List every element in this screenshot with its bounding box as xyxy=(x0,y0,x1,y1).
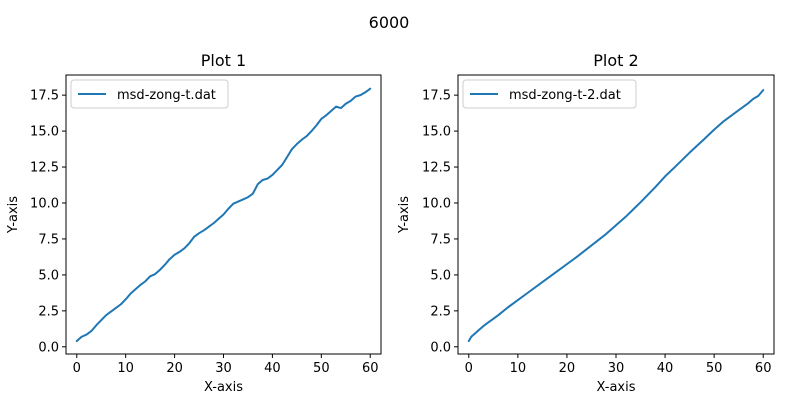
plot-2-x-tick-label: 50 xyxy=(706,361,723,376)
plot-1-series-line xyxy=(75,87,372,343)
plot-1-x-tick-label: 60 xyxy=(362,361,379,376)
plot-2-y-tick-label: 2.5 xyxy=(430,304,451,319)
plot-1-legend-label: msd-zong-t.dat xyxy=(117,88,216,103)
plot-2-legend: msd-zong-t-2.dat xyxy=(462,79,637,109)
plot-1-title: Plot 1 xyxy=(201,51,246,70)
plot-2-y-tick-label: 5.0 xyxy=(430,268,451,283)
plot-1-x-tick-label: 20 xyxy=(166,361,183,376)
figure-suptitle: 6000 xyxy=(369,13,410,32)
plot-1-y-tick-label: 17.5 xyxy=(30,89,59,104)
plot-1-y-tick-label: 5.0 xyxy=(38,268,59,283)
plot-1-ticks: 0 10 20 30 40 50 60 0.0 2.5 5.0 7.5 10.0 12.5 15.0 17.… xyxy=(30,89,378,376)
plot-2-legend-box xyxy=(462,79,637,109)
plot-2-y-tick-label: 17.5 xyxy=(422,89,451,104)
plot-1-x-tick-label: 50 xyxy=(313,361,330,376)
plot-2-x-tick-label: 40 xyxy=(657,361,674,376)
plot-2-frame xyxy=(457,74,775,355)
plot-1-panel: Plot 1 0 10 20 30 40 50 60 0.0 2.5 5.0 7.5 10.0 12.5… xyxy=(6,51,382,395)
plot-2-y-tick-label: 15.0 xyxy=(422,125,451,140)
plot-2-title: Plot 2 xyxy=(593,51,638,70)
plot-1-legend-box xyxy=(70,79,229,109)
plot-2-y-tick-label: 12.5 xyxy=(422,161,451,176)
plot-1-x-tick-label: 30 xyxy=(215,361,232,376)
plot-2-panel: Plot 2 0 10 20 30 40 50 60 0.0 2.5 5.0 7.5 10.0 12.5… xyxy=(397,51,775,395)
plot-2-y-tick-label: 7.5 xyxy=(430,232,451,247)
plot-2-x-tick-label: 60 xyxy=(755,361,772,376)
plot-1-y-tick-label: 0.0 xyxy=(38,340,59,355)
plot-1-y-tick-label: 7.5 xyxy=(38,232,59,247)
plot-1-xlabel: X-axis xyxy=(204,380,243,395)
plot-1-ylabel: Y-axis xyxy=(6,196,21,234)
plot-2-ticks: 0 10 20 30 40 50 60 0.0 2.5 5.0 7.5 10.0 12.5 15.0 17.… xyxy=(422,89,771,376)
plot-1-x-tick-label: 0 xyxy=(73,361,81,376)
plot-1-y-tick-label: 10.0 xyxy=(30,196,59,211)
plot-2-series-line xyxy=(467,89,765,343)
plot-1-y-tick-label: 2.5 xyxy=(38,304,59,319)
plot-1-x-tick-label: 40 xyxy=(264,361,281,376)
plot-2-legend-label: msd-zong-t-2.dat xyxy=(509,88,621,103)
plot-1-y-tick-label: 15.0 xyxy=(30,125,59,140)
plot-2-x-tick-label: 10 xyxy=(510,361,527,376)
plot-1-legend: msd-zong-t.dat xyxy=(70,79,229,109)
plot-2-y-tick-label: 0.0 xyxy=(430,340,451,355)
plot-2-xlabel: X-axis xyxy=(597,380,636,395)
plot-2-ylabel: Y-axis xyxy=(397,196,412,234)
plot-1-x-tick-label: 10 xyxy=(117,361,134,376)
plot-2-x-tick-label: 0 xyxy=(465,361,473,376)
plot-2-x-tick-label: 30 xyxy=(608,361,625,376)
plot-1-y-tick-label: 12.5 xyxy=(30,161,59,176)
plot-1-frame xyxy=(65,74,382,355)
plot-2-y-tick-label: 10.0 xyxy=(422,196,451,211)
plot-2-x-tick-label: 20 xyxy=(559,361,576,376)
